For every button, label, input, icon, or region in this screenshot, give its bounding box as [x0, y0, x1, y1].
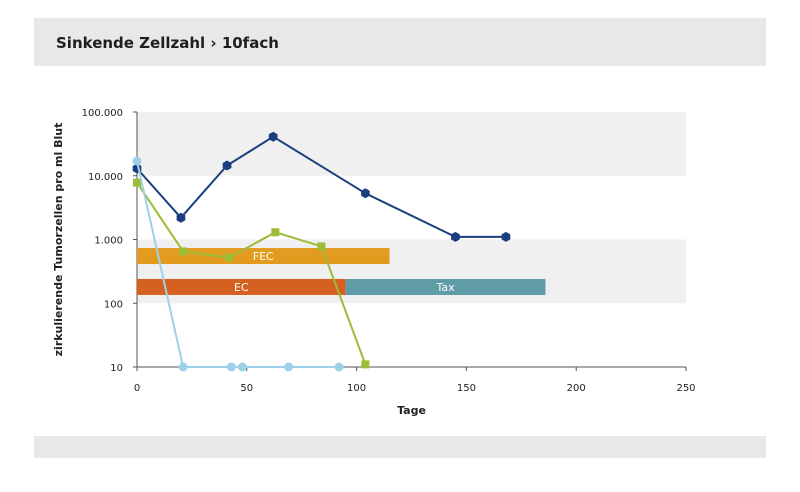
- chart-title: Sinkende Zellzahl › 10fach: [56, 34, 279, 52]
- data-point: [271, 228, 280, 237]
- data-point: [361, 188, 370, 199]
- data-point: [132, 156, 142, 166]
- therapy-bar-label: FEC: [253, 250, 274, 263]
- x-tick-label: 0: [134, 383, 140, 394]
- chart-card: Sinkende Zellzahl › 10fach: [34, 18, 766, 458]
- data-point: [222, 160, 232, 171]
- series-line: [136, 182, 367, 365]
- data-point: [284, 362, 294, 372]
- data-point: [268, 131, 278, 142]
- data-point: [237, 362, 247, 372]
- data-point: [317, 242, 326, 251]
- y-tick-label: 10: [110, 363, 123, 374]
- x-tick-label: 200: [567, 383, 586, 394]
- x-tick-label: 100: [347, 383, 366, 394]
- y-tick-label: 1.000: [94, 236, 123, 247]
- y-tick-label: 100.000: [82, 108, 123, 119]
- therapy-bar-label: Tax: [435, 281, 455, 294]
- therapy-bar: [345, 278, 546, 295]
- data-point: [226, 362, 236, 372]
- data-point: [501, 231, 511, 242]
- x-axis-label: Tage: [397, 404, 426, 417]
- data-point: [334, 362, 344, 372]
- card-footer: [34, 436, 766, 458]
- data-point: [178, 362, 188, 372]
- therapy-bar-label: EC: [234, 281, 249, 294]
- data-point: [176, 212, 186, 223]
- x-tick-label: 50: [240, 383, 253, 394]
- data-point: [179, 247, 188, 256]
- y-tick-label: 10.000: [88, 172, 123, 183]
- y-axis-label: zirkulierende Tumorzellen pro ml Blut: [52, 123, 65, 357]
- therapy-bar: [137, 278, 346, 295]
- series-line: [136, 160, 339, 368]
- data-point: [361, 360, 370, 369]
- card-header: Sinkende Zellzahl › 10fach: [34, 18, 766, 66]
- data-point: [225, 253, 234, 262]
- y-tick-label: 100: [104, 299, 123, 310]
- data-point: [451, 231, 460, 242]
- data-point: [133, 178, 141, 187]
- x-tick-label: 250: [676, 383, 695, 394]
- grid-band: [137, 112, 686, 176]
- x-tick-label: 150: [457, 383, 476, 394]
